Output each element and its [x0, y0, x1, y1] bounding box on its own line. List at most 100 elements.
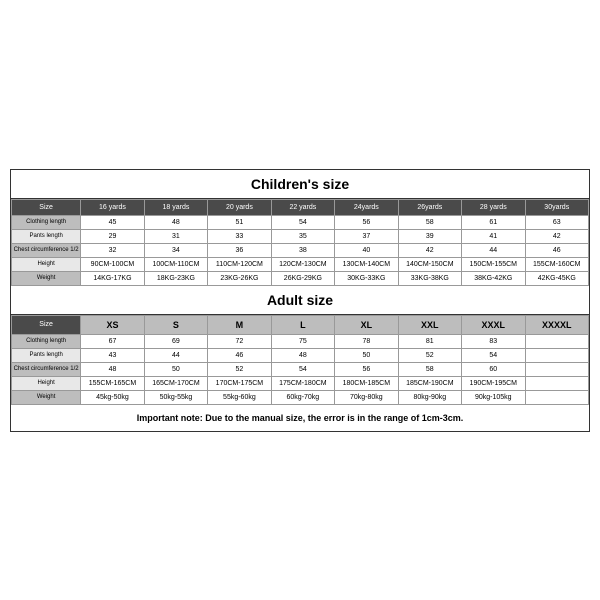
data-cell: 44: [144, 348, 207, 362]
data-cell: 70kg-80kg: [335, 390, 398, 404]
table-row: Chest circumference 1/248505254565860: [12, 362, 589, 376]
children-header-row: Size16 yards18 yards20 yards22 yards24ya…: [12, 199, 589, 215]
children-header-cell: 24yards: [335, 199, 398, 215]
table-row: Pants length2931333537394142: [12, 229, 589, 243]
data-cell: 45: [81, 215, 144, 229]
children-header-cell: 22 yards: [271, 199, 334, 215]
children-header-cell: 28 yards: [462, 199, 525, 215]
data-cell: 34: [144, 243, 207, 257]
children-table: Size16 yards18 yards20 yards22 yards24ya…: [11, 199, 589, 286]
row-label: Pants length: [12, 229, 81, 243]
data-cell: 58: [398, 215, 461, 229]
children-header-cell: 18 yards: [144, 199, 207, 215]
data-cell: [525, 390, 588, 404]
data-cell: 110CM-120CM: [208, 257, 271, 271]
data-cell: 31: [144, 229, 207, 243]
adult-table: SizeXSSMLXLXXLXXXLXXXXL Clothing length6…: [11, 315, 589, 405]
data-cell: 190CM-195CM: [462, 376, 525, 390]
table-row: Clothing length67697275788183: [12, 334, 589, 348]
data-cell: 33: [208, 229, 271, 243]
data-cell: 42KG-45KG: [525, 271, 588, 285]
size-chart-container: Children's size Size16 yards18 yards20 y…: [10, 169, 590, 432]
table-row: Weight45kg-50kg50kg-55kg55kg-60kg60kg-70…: [12, 390, 589, 404]
data-cell: 180CM-185CM: [335, 376, 398, 390]
data-cell: 78: [335, 334, 398, 348]
data-cell: [525, 348, 588, 362]
data-cell: 67: [81, 334, 144, 348]
data-cell: 90kg-105kg: [462, 390, 525, 404]
data-cell: 56: [335, 215, 398, 229]
data-cell: 60: [462, 362, 525, 376]
data-cell: 75: [271, 334, 334, 348]
data-cell: 52: [208, 362, 271, 376]
row-label: Weight: [12, 271, 81, 285]
children-header-cell: 30yards: [525, 199, 588, 215]
data-cell: [525, 362, 588, 376]
adult-header-cell: L: [271, 315, 334, 334]
data-cell: 165CM-170CM: [144, 376, 207, 390]
row-label: Height: [12, 257, 81, 271]
children-header-cell: Size: [12, 199, 81, 215]
data-cell: 170CM-175CM: [208, 376, 271, 390]
data-cell: 38: [271, 243, 334, 257]
data-cell: 50: [335, 348, 398, 362]
data-cell: 37: [335, 229, 398, 243]
data-cell: 54: [271, 362, 334, 376]
data-cell: 155CM-165CM: [81, 376, 144, 390]
data-cell: 80kg-90kg: [398, 390, 461, 404]
data-cell: 35: [271, 229, 334, 243]
data-cell: 90CM-100CM: [81, 257, 144, 271]
data-cell: 51: [208, 215, 271, 229]
children-title: Children's size: [11, 170, 589, 199]
data-cell: 32: [81, 243, 144, 257]
data-cell: [525, 376, 588, 390]
data-cell: 54: [271, 215, 334, 229]
adult-header-cell: Size: [12, 315, 81, 334]
row-label: Pants length: [12, 348, 81, 362]
data-cell: 36: [208, 243, 271, 257]
table-row: Weight14KG-17KG18KG-23KG23KG-26KG26KG-29…: [12, 271, 589, 285]
data-cell: 150CM-155CM: [462, 257, 525, 271]
table-row: Pants length43444648505254: [12, 348, 589, 362]
data-cell: 44: [462, 243, 525, 257]
children-header-cell: 16 yards: [81, 199, 144, 215]
table-row: Chest circumference 1/23234363840424446: [12, 243, 589, 257]
children-header-cell: 26yards: [398, 199, 461, 215]
data-cell: 42: [525, 229, 588, 243]
data-cell: 30KG-33KG: [335, 271, 398, 285]
data-cell: 60kg-70kg: [271, 390, 334, 404]
row-label: Clothing length: [12, 215, 81, 229]
data-cell: 69: [144, 334, 207, 348]
data-cell: 46: [525, 243, 588, 257]
data-cell: 48: [81, 362, 144, 376]
data-cell: 43: [81, 348, 144, 362]
table-row: Height155CM-165CM165CM-170CM170CM-175CM1…: [12, 376, 589, 390]
data-cell: 26KG-29KG: [271, 271, 334, 285]
data-cell: 55kg-60kg: [208, 390, 271, 404]
row-label: Clothing length: [12, 334, 81, 348]
data-cell: [525, 334, 588, 348]
important-note: Important note: Due to the manual size, …: [11, 405, 589, 431]
data-cell: 39: [398, 229, 461, 243]
data-cell: 23KG-26KG: [208, 271, 271, 285]
data-cell: 41: [462, 229, 525, 243]
table-row: Height90CM-100CM100CM-110CM110CM-120CM12…: [12, 257, 589, 271]
adult-header-cell: XXXXL: [525, 315, 588, 334]
adult-header-cell: M: [208, 315, 271, 334]
data-cell: 61: [462, 215, 525, 229]
adult-header-cell: S: [144, 315, 207, 334]
data-cell: 48: [144, 215, 207, 229]
data-cell: 54: [462, 348, 525, 362]
data-cell: 50: [144, 362, 207, 376]
data-cell: 40: [335, 243, 398, 257]
data-cell: 45kg-50kg: [81, 390, 144, 404]
adult-header-cell: XS: [81, 315, 144, 334]
data-cell: 14KG-17KG: [81, 271, 144, 285]
data-cell: 63: [525, 215, 588, 229]
row-label: Weight: [12, 390, 81, 404]
adult-header-cell: XXL: [398, 315, 461, 334]
data-cell: 50kg-55kg: [144, 390, 207, 404]
data-cell: 52: [398, 348, 461, 362]
adult-header-cell: XXXL: [462, 315, 525, 334]
data-cell: 83: [462, 334, 525, 348]
